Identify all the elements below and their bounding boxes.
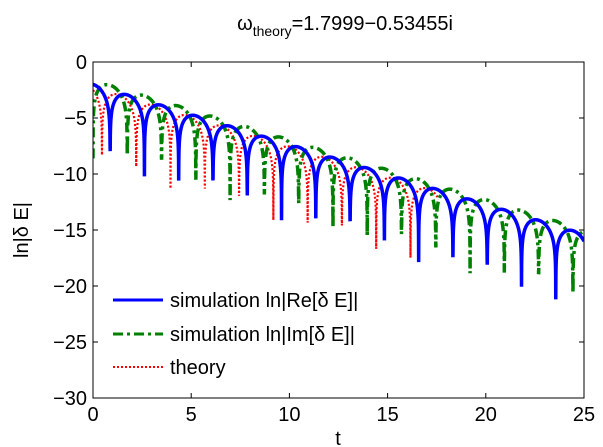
y-tick-label: −20 [53,276,87,298]
title-rest: =1.7999−0.53455i [292,13,453,35]
x-ticks: 0 5 10 15 20 25 [87,62,595,426]
y-tick-label: −25 [53,332,87,354]
x-tick-label: 10 [278,404,300,426]
x-tick-label: 20 [475,404,497,426]
x-tick-label: 15 [376,404,398,426]
y-tick-label: 0 [76,52,87,74]
legend-label-theory: theory [170,357,226,379]
y-tick-label: −30 [53,388,87,410]
x-tick-label: 5 [186,404,197,426]
legend-box [103,279,408,386]
legend-entry-theory: theory [113,357,226,379]
x-axis-label: t [335,428,341,447]
title-base: ω [237,13,253,35]
series-line-re [93,82,584,300]
y-tick-label: −5 [64,108,87,130]
y-axis-label: ln|δ E| [11,202,33,258]
y-tick-label: −15 [53,220,87,242]
legend-label-re: simulation ln|Re[δ E]| [170,290,358,312]
title-subscript: theory [253,23,292,39]
legend: simulation ln|Re[δ E]| simulation ln|Im[… [103,279,408,386]
chart-title: ωtheory=1.7999−0.53455i [237,13,453,39]
legend-entry-im: simulation ln|Im[δ E]| [113,324,355,346]
legend-label-im: simulation ln|Im[δ E]| [170,324,355,346]
legend-entry-re: simulation ln|Re[δ E]| [113,290,358,312]
y-tick-label: −10 [53,164,87,186]
series-layer [93,82,584,300]
x-tick-label: 0 [87,404,98,426]
x-tick-label: 25 [573,404,595,426]
y-ticks: 0 −5 −10 −15 −20 −25 −30 [53,52,584,410]
